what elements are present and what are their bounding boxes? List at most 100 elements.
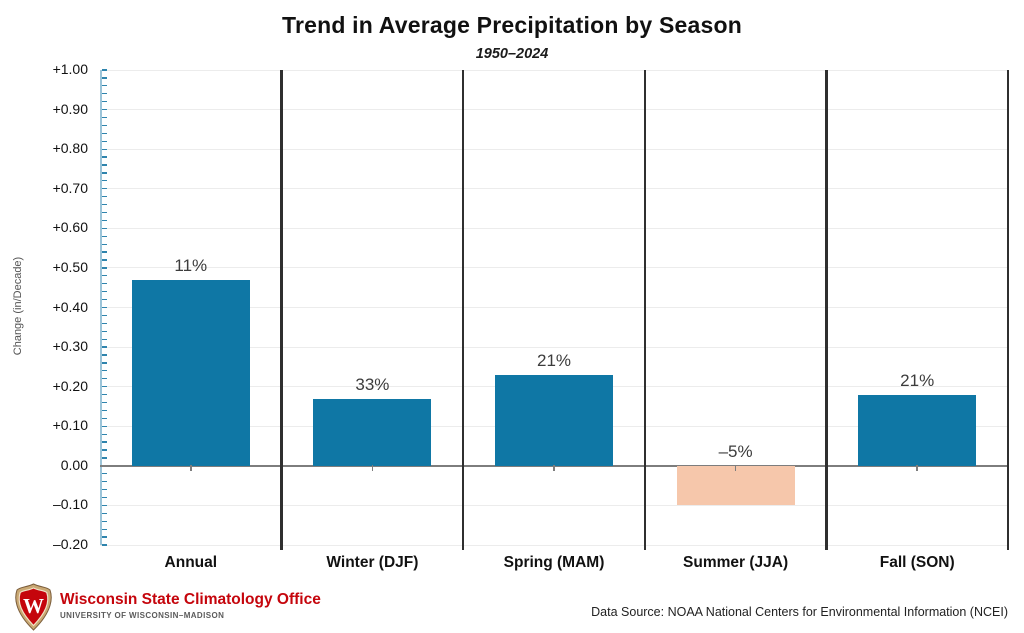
- axis-minor-tick: [101, 196, 107, 198]
- gridline: [100, 227, 1008, 229]
- axis-minor-tick: [101, 409, 107, 411]
- gridline: [100, 69, 1008, 71]
- x-category-label: Fall (SON): [879, 554, 955, 571]
- axis-minor-tick: [101, 393, 107, 396]
- axis-minor-tick: [101, 251, 107, 253]
- x-category-label: Summer (JJA): [683, 554, 789, 571]
- axis-minor-tick: [101, 528, 107, 530]
- x-category-label: Annual: [164, 554, 218, 571]
- y-tick-label: +0.90: [52, 100, 88, 117]
- category-tick: [553, 464, 555, 471]
- bar-value-label: 21%: [536, 350, 572, 370]
- gridline: [100, 188, 1008, 190]
- axis-minor-tick: [101, 481, 107, 483]
- bar-summer-jja: [676, 465, 795, 506]
- gridline: [100, 148, 1008, 150]
- bar-fall-son: [858, 394, 977, 466]
- axis-minor-tick: [101, 370, 107, 372]
- uw-crest-icon: W: [15, 583, 52, 631]
- chart-subtitle: 1950–2024: [475, 46, 549, 62]
- y-tick-label: +0.60: [52, 219, 88, 236]
- axis-minor-tick: [101, 378, 107, 380]
- axis-minor-tick: [101, 433, 107, 435]
- y-tick-label: 0.00: [60, 456, 88, 473]
- category-tick: [190, 464, 192, 471]
- category-tick: [371, 464, 374, 471]
- axis-minor-tick: [101, 219, 107, 221]
- axis-minor-tick: [101, 69, 107, 71]
- axis-minor-tick: [101, 156, 107, 158]
- axis-minor-tick: [101, 306, 107, 309]
- axis-minor-tick: [101, 93, 107, 95]
- axis-minor-tick: [101, 227, 107, 229]
- axis-minor-tick: [101, 203, 107, 206]
- axis-minor-tick: [101, 473, 107, 475]
- bar-value-label: 11%: [174, 255, 208, 275]
- bar-spring-mam: [495, 374, 613, 466]
- axis-minor-tick: [101, 101, 107, 103]
- footer-org-subtitle: UNIVERSITY OF WISCONSIN–MADISON: [60, 611, 225, 620]
- bar-value-label: –5%: [718, 441, 753, 461]
- axis-minor-tick: [101, 338, 107, 340]
- y-tick-label: –0.10: [52, 496, 88, 513]
- axis-minor-tick: [101, 401, 107, 404]
- axis-minor-tick: [101, 417, 107, 419]
- y-tick-label: +0.20: [52, 377, 88, 394]
- axis-minor-tick: [101, 346, 107, 348]
- y-axis-line: [100, 70, 102, 545]
- y-tick-label: +0.10: [52, 417, 88, 434]
- axis-minor-tick: [101, 211, 107, 214]
- axis-minor-tick: [101, 124, 107, 126]
- axis-minor-tick: [101, 259, 107, 261]
- gridline: [100, 544, 1008, 546]
- axis-minor-tick: [101, 243, 107, 245]
- axis-minor-tick: [101, 488, 107, 491]
- axis-minor-tick: [101, 536, 107, 538]
- axis-minor-tick: [101, 108, 107, 111]
- chart-title: Trend in Average Precipitation by Season: [281, 12, 743, 38]
- axis-minor-tick: [101, 188, 107, 190]
- axis-minor-tick: [101, 132, 107, 134]
- axis-minor-tick: [101, 322, 107, 324]
- x-category-label: Winter (DJF): [326, 554, 419, 571]
- axis-minor-tick: [101, 77, 107, 79]
- axis-minor-tick: [101, 275, 107, 277]
- panel-separator: [825, 70, 828, 550]
- svg-text:W: W: [23, 594, 44, 618]
- category-tick: [734, 464, 737, 471]
- axis-minor-tick: [101, 116, 107, 119]
- y-tick-label: +0.50: [52, 258, 88, 275]
- axis-minor-tick: [101, 180, 107, 182]
- y-tick-label: –0.20: [52, 536, 88, 552]
- axis-minor-tick: [101, 330, 107, 332]
- axis-minor-tick: [101, 354, 107, 356]
- axis-minor-tick: [101, 425, 107, 427]
- footer-org-name: Wisconsin State Climatology Office: [60, 591, 321, 608]
- gridline: [100, 346, 1008, 348]
- panel-separator: [461, 70, 465, 550]
- axis-minor-tick: [101, 441, 107, 443]
- y-tick-label: +0.30: [52, 338, 88, 355]
- y-tick-label: +0.80: [52, 140, 88, 157]
- axis-minor-tick: [101, 235, 107, 237]
- axis-minor-tick: [101, 164, 107, 166]
- axis-minor-tick: [101, 544, 107, 546]
- gridline: [100, 307, 1008, 308]
- bar-annual: [131, 279, 250, 466]
- axis-minor-tick: [101, 386, 107, 388]
- bar-winter-djf: [313, 398, 432, 466]
- y-tick-label: +0.70: [52, 179, 88, 196]
- axis-minor-tick: [101, 148, 107, 150]
- axis-minor-tick: [101, 140, 107, 142]
- axis-minor-tick: [101, 267, 107, 269]
- data-source-note: Data Source: NOAA National Centers for E…: [591, 605, 1008, 619]
- axis-minor-tick: [101, 449, 107, 451]
- category-tick: [916, 464, 918, 471]
- bar-value-label: 33%: [355, 374, 390, 394]
- axis-minor-tick: [101, 314, 107, 316]
- gridline: [100, 504, 1008, 506]
- x-category-label: Spring (MAM): [503, 554, 605, 571]
- axis-minor-tick: [101, 291, 107, 293]
- axis-minor-tick: [101, 512, 107, 514]
